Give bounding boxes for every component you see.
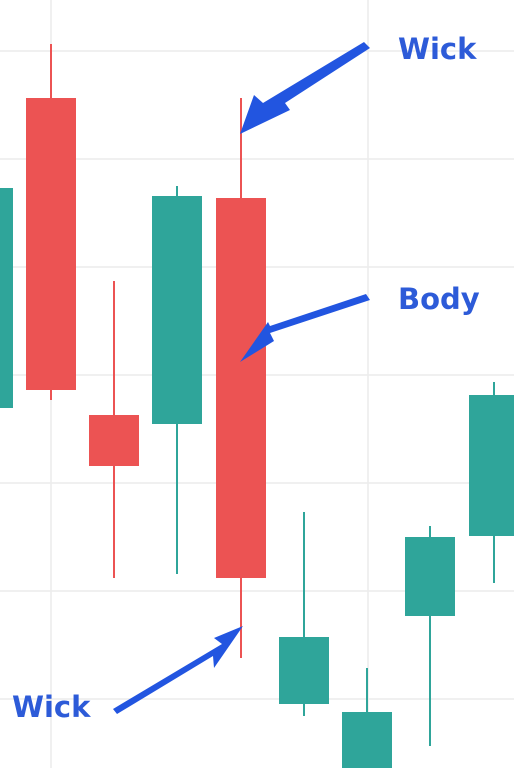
wick-bottom-label: Wick xyxy=(12,690,91,724)
arrow-wick-bottom xyxy=(113,626,243,714)
arrow-wick-top xyxy=(240,42,370,134)
candle-1 xyxy=(26,44,76,400)
candle-3-body xyxy=(152,196,202,424)
candle-8-body xyxy=(469,395,514,536)
candle-6 xyxy=(342,668,392,768)
candle-1-body xyxy=(26,98,76,390)
candle-0 xyxy=(0,188,13,408)
candle-5-body xyxy=(279,637,329,704)
annotation-arrows xyxy=(113,42,370,714)
candle-2-body xyxy=(89,415,139,466)
candle-4-body xyxy=(216,198,266,578)
candle-2 xyxy=(89,281,139,578)
candle-4 xyxy=(216,98,266,658)
candle-7-body xyxy=(405,537,455,616)
candle-8 xyxy=(469,382,514,583)
candle-7 xyxy=(405,526,455,746)
arrow-body xyxy=(240,294,370,362)
candle-0-body xyxy=(0,188,13,408)
candle-5 xyxy=(279,512,329,716)
candle-6-body xyxy=(342,712,392,768)
candles xyxy=(0,44,514,768)
wick-top-label: Wick xyxy=(398,32,477,66)
candle-3 xyxy=(152,186,202,574)
body-label: Body xyxy=(398,282,480,316)
